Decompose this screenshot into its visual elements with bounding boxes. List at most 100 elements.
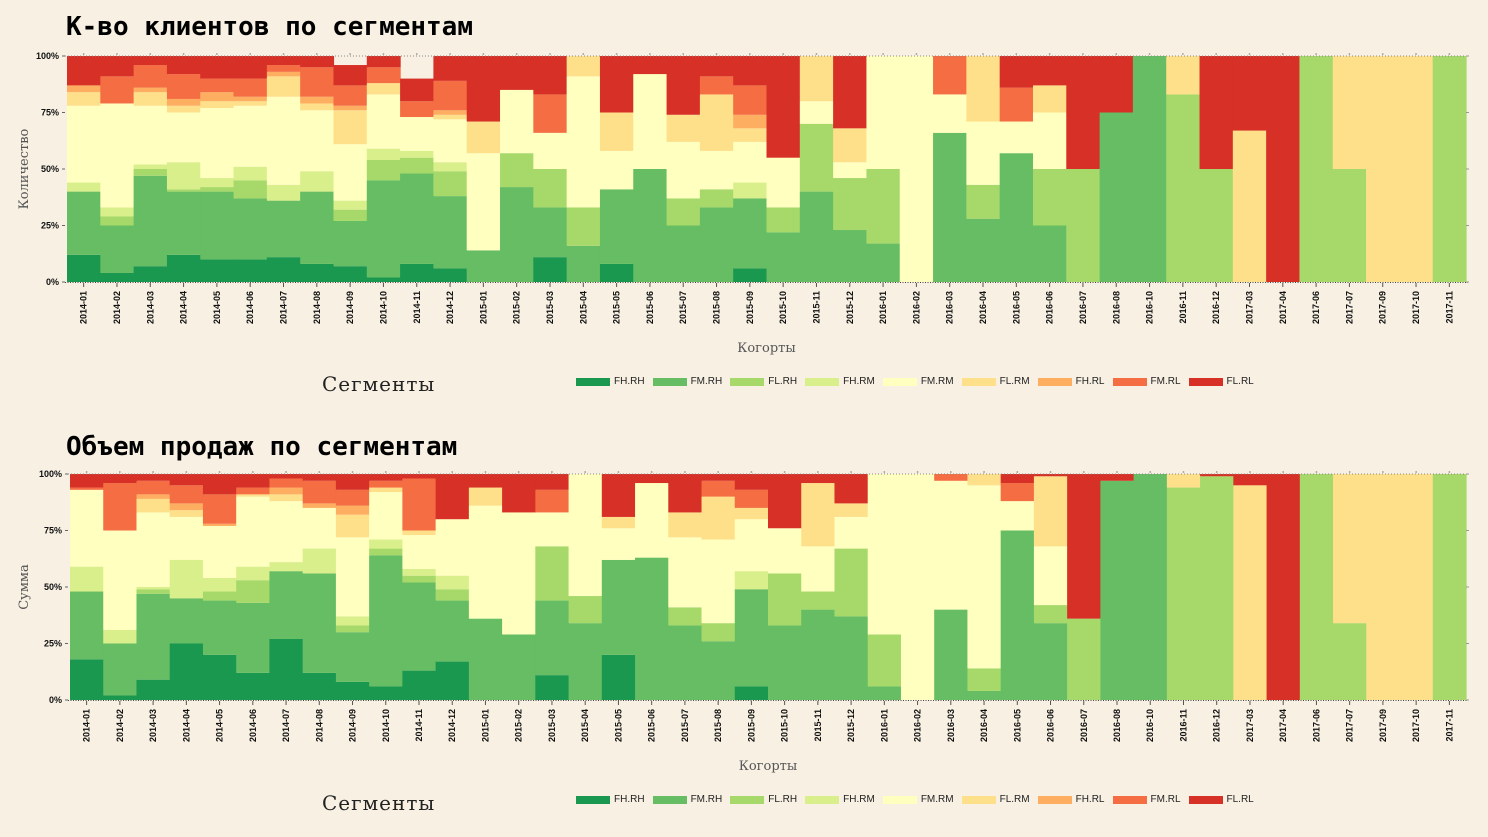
- x-tick-top: [182, 53, 185, 55]
- bar-segment-FM.RM-2015-09: [734, 519, 769, 572]
- x-tick-top: [850, 471, 852, 473]
- bar-segment-FM.RM-2014-09: [335, 537, 370, 617]
- bar-segment-FM.RM-2014-03: [136, 512, 171, 587]
- bar-segment-FL.RL-2015-08: [701, 474, 736, 481]
- x-tick-label: 2017-10: [1411, 291, 1421, 324]
- x-tick-top: [1281, 53, 1284, 55]
- bar-segment-FM.RM-2016-01: [867, 474, 902, 635]
- bar-segment-FM.RH-2015-02: [500, 187, 534, 282]
- bar-segment-FL.RL-2016-06: [1033, 474, 1068, 477]
- bar-segment-FL.RL-2015-03: [535, 474, 570, 490]
- x-tick-top: [551, 471, 553, 473]
- bar-segment-FL.RL-2014-08: [302, 474, 337, 481]
- legend-label: FL.RH: [768, 376, 798, 387]
- bar-segment-FM.RM-2015-01: [466, 153, 501, 251]
- legend-swatch: [730, 795, 765, 804]
- bar-segment-FM.RM-2015-05: [601, 528, 636, 560]
- bar-segment-FH.RH-2014-01: [67, 254, 101, 282]
- bar-segment-FL.RL-2015-09: [733, 56, 768, 86]
- y-tick-label: 75%: [41, 108, 59, 118]
- bar-segment-FL.RM-2014-04: [169, 510, 204, 517]
- bar-segment-FL.RH-2014-09: [333, 209, 368, 221]
- bar-segment-FL.RM-2016-04: [966, 56, 1001, 122]
- bar-segment-FM.RL-2014-05: [200, 78, 235, 93]
- bar-segment-FM.RH-2015-09: [733, 198, 768, 269]
- x-tick-top: [582, 53, 585, 55]
- bar-segment-FL.RL-2014-07: [266, 56, 301, 66]
- bar-segment-FL.RL-2016-06: [1032, 56, 1067, 86]
- bar-segment-FH.RM-2014-03: [133, 164, 168, 169]
- bar-segment-FL.RM-2015-08: [701, 496, 736, 540]
- x-tick-top: [1215, 471, 1218, 473]
- bar-segment-FH.RL-2014-07: [266, 71, 301, 77]
- legend-item-FM.RH: FM.RH: [652, 794, 722, 805]
- bar-segment-FL.RM-2017-10: [1399, 56, 1434, 282]
- legend-swatch: [1112, 377, 1147, 386]
- x-tick-label: 2014-01: [79, 291, 89, 324]
- legend-swatch: [961, 795, 996, 804]
- x-tick-top: [1448, 471, 1451, 473]
- bar-segment-FM.RM-2014-06: [236, 496, 271, 567]
- bar-segment-FL.RM-2014-01: [67, 92, 101, 106]
- x-tick-label: 2017-07: [1344, 291, 1354, 324]
- y-tick-label: 100%: [36, 51, 59, 61]
- x-tick-top: [748, 53, 751, 55]
- bar-segment-FM.RM-2015-03: [533, 132, 568, 169]
- x-tick-top: [649, 53, 651, 55]
- x-tick-label: 2015-07: [678, 291, 688, 324]
- bar-segment-FM.RL-2014-04: [166, 74, 201, 99]
- bar-segment-FM.RH-2014-07: [266, 200, 301, 258]
- x-tick-top: [318, 471, 321, 473]
- bar-segment-FL.RH-2015-03: [535, 546, 570, 601]
- x-tick-label: 2016-01: [878, 291, 888, 324]
- bar-segment-FM.RM-2014-04: [169, 516, 204, 560]
- bar-segment-FM.RH-2015-07: [666, 225, 701, 282]
- bar-segment-FH.RM-2014-12: [435, 575, 470, 590]
- x-tick-label: 2016-02: [913, 709, 923, 742]
- x-tick-label: 2017-11: [1444, 291, 1454, 324]
- bar-segment-FL.RM-2016-06: [1032, 85, 1067, 113]
- legend-item-FH.RL: FH.RL: [1037, 376, 1105, 387]
- legend-label: FH.RL: [1075, 794, 1105, 805]
- bar-segment-FM.RL-2016-03: [933, 56, 967, 95]
- bar-segment-FL.RM-2014-07: [266, 76, 301, 97]
- x-tick-label: 2015-02: [514, 709, 524, 742]
- bar-segment-FH.RM-2015-09: [733, 182, 768, 199]
- bar-segment-FM.RM-2015-06: [635, 483, 669, 558]
- x-tick-label: 2015-05: [613, 709, 623, 742]
- bar-segment-FL.RL-2014-02: [100, 56, 135, 77]
- bar-segment-FH.RH-2014-12: [433, 268, 468, 282]
- bar-segment-FL.RL-2014-03: [133, 56, 168, 66]
- legend-label: FL.RH: [768, 794, 798, 805]
- bar-segment-FL.RH-2015-10: [766, 207, 801, 233]
- bar-segment-FH.RH-2015-03: [533, 257, 568, 282]
- chart-panel-clients: К-во клиентов по сегментам 0% 25% 50% 75% 10…: [0, 0, 1488, 418]
- x-tick-top: [750, 471, 753, 473]
- x-tick-label: 2015-10: [778, 291, 788, 324]
- x-tick-label: 2015-01: [478, 291, 488, 324]
- bar-segment-FH.RM-2014-07: [269, 562, 304, 572]
- bar-segment-FL.RL-2015-10: [766, 56, 801, 158]
- x-tick-label: 2015-05: [612, 291, 622, 324]
- bar-segment-FM.RH-2015-03: [533, 207, 568, 258]
- bar-segment-FM.RL-2014-10: [366, 67, 401, 84]
- bar-segment-FM.RM-2015-01: [468, 505, 503, 619]
- legend-swatch: [961, 377, 996, 386]
- bar-segment-FL.RH-2015-07: [668, 607, 703, 626]
- x-tick-label: 2016-10: [1145, 291, 1155, 324]
- bar-segment-FL.RM-2015-11: [799, 56, 834, 102]
- bar-segment-FM.RH-2016-03: [933, 132, 967, 282]
- bar-segment-FH.RM-2014-08: [302, 548, 337, 574]
- bar-segment-FM.RM-2015-08: [699, 150, 734, 190]
- bar-segment-FL.RH-2014-04: [166, 189, 201, 192]
- bar-segment-FL.RH-2015-12: [834, 548, 869, 617]
- x-tick-top: [1182, 471, 1185, 473]
- x-tick-top: [1115, 53, 1118, 55]
- legend: FH.RH FM.RH FL.RH FH.RM FM.RM FL.RM FH.RL FM.RL…: [576, 794, 1262, 805]
- bar-segment-FM.RH-2014-12: [435, 600, 470, 662]
- bar-segment-FM.RH-2015-12: [833, 230, 868, 282]
- x-tick-label: 2014-06: [245, 291, 255, 324]
- x-tick-top: [1148, 53, 1151, 55]
- bar-segment-FL.RH-2014-06: [236, 580, 271, 603]
- legend-label: FH.RM: [843, 376, 875, 387]
